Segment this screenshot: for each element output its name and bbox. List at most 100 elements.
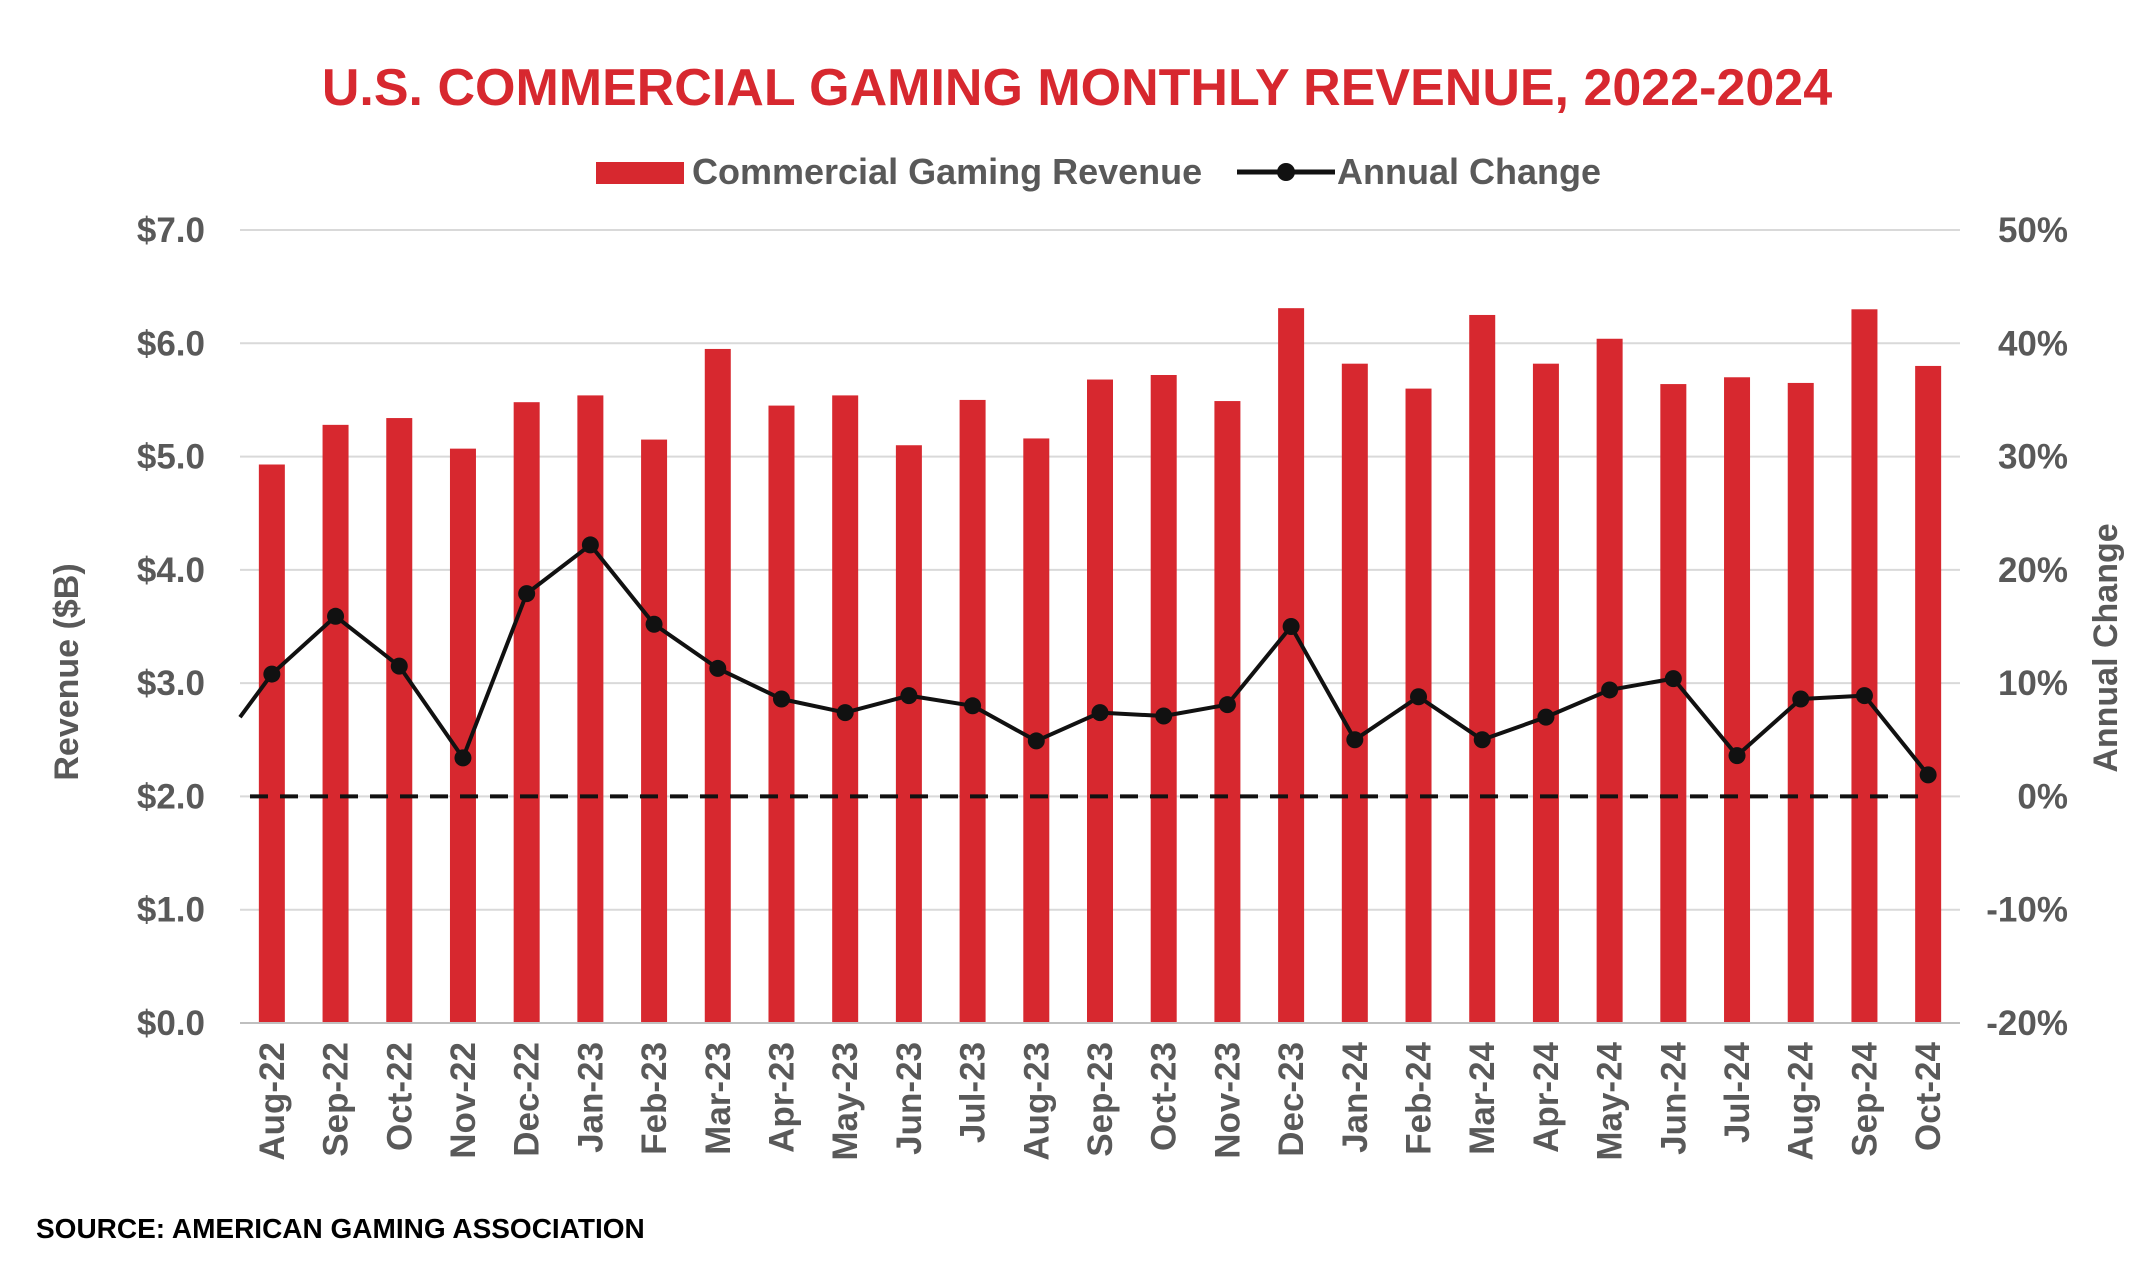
revenue-bar (1341, 363, 1368, 1024)
x-axis-tick-label: Aug-23 (1017, 1042, 1056, 1161)
x-axis-tick-label: Dec-22 (508, 1042, 547, 1157)
annual-change-point (709, 659, 727, 677)
x-axis-tick-label: Apr-23 (762, 1042, 801, 1153)
legend-label-annual-change: Annual Change (1337, 151, 1601, 192)
left-axis-tick-label: $7.0 (137, 211, 205, 250)
annual-change-line (238, 536, 1937, 784)
revenue-bar (768, 405, 795, 1023)
right-axis-tick-label: 20% (1998, 551, 2068, 590)
annual-change-point (1728, 747, 1746, 765)
x-axis-tick-label: Nov-23 (1208, 1042, 1247, 1159)
annual-change-point (1792, 690, 1810, 708)
revenue-bar (1724, 377, 1751, 1023)
x-axis-tick-label: Aug-24 (1782, 1041, 1821, 1160)
revenue-bar (1405, 388, 1432, 1024)
left-axis-tick-label: $4.0 (137, 551, 205, 590)
legend: Commercial Gaming Revenue Annual Change (596, 151, 1601, 192)
annual-change-point (1473, 731, 1491, 749)
annual-change-point (1091, 704, 1109, 722)
annual-change-point (1919, 766, 1937, 784)
x-axis-tick-label: Jan-24 (1336, 1041, 1375, 1152)
annual-change-point (900, 687, 918, 705)
x-axis-tick-label: Oct-24 (1909, 1041, 1948, 1150)
right-axis-tick-label: 0% (2017, 777, 2068, 816)
right-axis-ticks: -20% -10% 0% 10% 20% 30% 40% 50% (1986, 211, 2068, 1043)
revenue-bar (1915, 365, 1942, 1023)
annual-change-point (1664, 670, 1682, 688)
revenue-bar (1087, 379, 1113, 1024)
revenue-bar (704, 348, 731, 1023)
x-axis-tick-label: Jul-24 (1718, 1041, 1757, 1143)
right-axis-title: Annual Change (2087, 523, 2125, 772)
revenue-bar (258, 464, 285, 1023)
x-axis-tick-label: Jun-24 (1654, 1041, 1693, 1154)
revenue-bar (513, 402, 540, 1023)
annual-change-point (964, 697, 982, 715)
revenue-bar (322, 424, 349, 1023)
annual-change-point (1346, 731, 1364, 749)
revenue-bar (1851, 309, 1878, 1023)
x-axis-tick-label: Apr-24 (1527, 1041, 1566, 1152)
annual-change-point (454, 749, 472, 767)
annual-change-point (263, 665, 281, 683)
legend-label-revenue: Commercial Gaming Revenue (692, 151, 1202, 192)
x-axis-tick-label: Mar-23 (699, 1042, 738, 1155)
annual-change-point (1027, 732, 1045, 750)
left-axis-tick-label: $6.0 (137, 324, 205, 363)
right-axis-tick-label: 30% (1998, 438, 2068, 477)
x-axis-tick-label: Oct-23 (1145, 1042, 1184, 1151)
revenue-bar (895, 445, 922, 1023)
x-axis-tick-label: Sep-23 (1081, 1042, 1120, 1157)
annual-change-point (390, 657, 408, 675)
x-axis-tick-label: Jun-23 (890, 1042, 929, 1155)
annual-change-point (645, 615, 663, 633)
legend-marker-annual-change (1277, 163, 1295, 181)
x-axis-tick-label: Feb-24 (1400, 1041, 1439, 1154)
annual-change-point (1282, 618, 1300, 635)
annual-change-point (1218, 696, 1236, 714)
revenue-bars (258, 308, 1942, 1024)
left-axis-title: Revenue ($B) (48, 563, 86, 780)
annual-change-point (1855, 687, 1873, 705)
x-axis-tick-label: Sep-24 (1845, 1041, 1884, 1156)
annual-change-point (1537, 708, 1555, 726)
left-axis-tick-label: $2.0 (137, 777, 205, 816)
right-axis-tick-label: 40% (1998, 324, 2068, 363)
chart-title: U.S. COMMERCIAL GAMING MONTHLY REVENUE, … (322, 59, 1832, 117)
annual-change-point (1410, 688, 1428, 706)
left-axis-tick-label: $0.0 (137, 1004, 205, 1043)
x-axis-tick-label: Jan-23 (571, 1042, 610, 1153)
x-axis-tick-label: May-24 (1591, 1041, 1630, 1160)
revenue-bar (1532, 363, 1559, 1024)
x-axis-tick-label: May-23 (826, 1042, 865, 1161)
revenue-bar (1469, 314, 1496, 1023)
annual-change-point (772, 690, 790, 708)
right-axis-tick-label: 10% (1998, 664, 2068, 703)
legend-swatch-revenue (596, 162, 684, 184)
annual-change-point (1155, 707, 1173, 725)
left-axis-ticks: $0.0 $1.0 $2.0 $3.0 $4.0 $5.0 $6.0 $7.0 (137, 211, 205, 1043)
annual-change-path (238, 542, 1930, 777)
annual-change-point (581, 536, 599, 554)
annual-change-point (327, 607, 345, 625)
x-axis-tick-label: Dec-23 (1272, 1042, 1311, 1157)
right-axis-tick-label: -10% (1986, 891, 2068, 930)
revenue-bar (1660, 384, 1687, 1023)
annual-change-point (1601, 681, 1619, 699)
x-axis-tick-label: Nov-22 (444, 1042, 483, 1159)
revenue-bar (1023, 438, 1050, 1024)
revenue-bar (641, 439, 668, 1023)
x-axis-tick-label: Oct-22 (380, 1042, 419, 1151)
right-axis-tick-label: -20% (1986, 1004, 2068, 1043)
x-axis-tick-label: Aug-22 (253, 1042, 292, 1161)
revenue-bar (1150, 375, 1177, 1023)
right-axis-tick-label: 50% (1998, 211, 2068, 250)
x-axis-tick-label: Mar-24 (1463, 1041, 1502, 1154)
annual-change-point (518, 585, 536, 603)
revenue-bar (1596, 338, 1623, 1023)
left-axis-tick-label: $5.0 (137, 438, 205, 477)
left-axis-tick-label: $3.0 (137, 664, 205, 703)
revenue-bar (577, 395, 604, 1023)
source-note: SOURCE: AMERICAN GAMING ASSOCIATION (36, 1213, 645, 1244)
